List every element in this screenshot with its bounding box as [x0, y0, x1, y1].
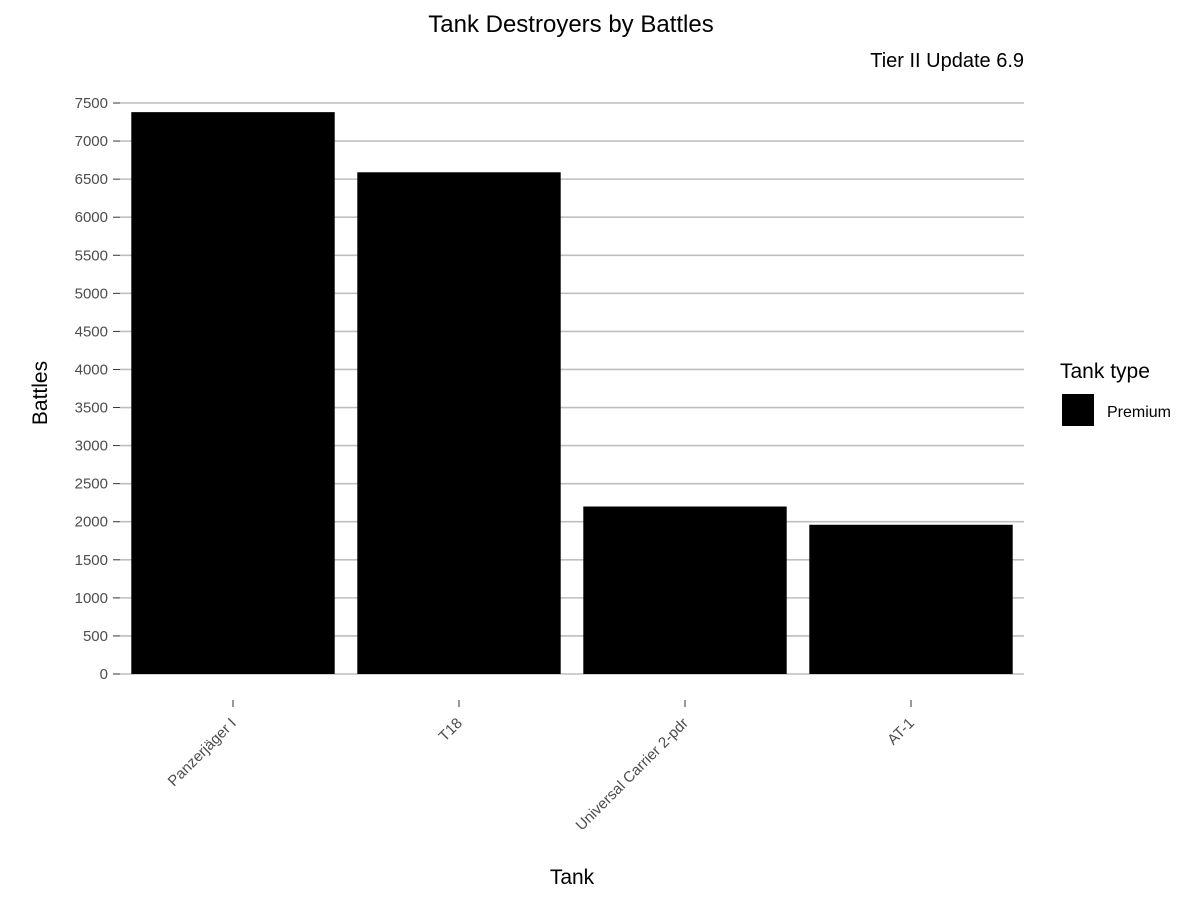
y-tick-label: 2500 — [75, 476, 108, 493]
y-tick-label: 3500 — [75, 400, 108, 417]
y-tick-label: 6000 — [75, 209, 108, 226]
x-tick-label: AT-1 — [884, 715, 918, 749]
y-axis: 0 500 1000 1500 2000 2500 3000 3500 4000 4500 5000… — [75, 95, 120, 683]
y-tick-label: 1000 — [75, 590, 108, 607]
y-tick-label: 4000 — [75, 361, 108, 378]
y-tick-label: 7000 — [75, 133, 108, 150]
chart-title: Tank Destroyers by Battles — [428, 11, 713, 38]
x-axis-title: Tank — [550, 866, 595, 889]
y-tick-label: 6500 — [75, 171, 108, 188]
chart-subtitle: Tier II Update 6.9 — [870, 50, 1024, 72]
y-tick-label: 1500 — [75, 552, 108, 569]
y-tick-label: 5500 — [75, 247, 108, 264]
bar — [809, 524, 1013, 674]
y-tick-label: 500 — [83, 628, 108, 645]
bar — [583, 506, 787, 674]
x-tick-label: Universal Carrier 2-pdr — [573, 715, 692, 834]
y-tick-label: 3000 — [75, 438, 108, 455]
legend-title: Tank type — [1060, 360, 1150, 383]
bars — [131, 112, 1013, 675]
x-tick-label: Panzerjäger I — [165, 715, 240, 790]
y-tick-label: 4500 — [75, 323, 108, 340]
legend: Tank type Premium — [1060, 360, 1171, 426]
y-tick-label: 0 — [100, 666, 108, 683]
y-tick-label: 2000 — [75, 514, 108, 531]
x-tick-label: T18 — [436, 715, 466, 745]
x-axis: Panzerjäger I T18 Universal Carrier 2-pdr A… — [165, 700, 918, 834]
bar — [131, 112, 335, 675]
y-tick-label: 5000 — [75, 285, 108, 302]
y-axis-title: Battles — [29, 361, 52, 425]
legend-swatch-premium — [1062, 394, 1094, 426]
legend-label-premium: Premium — [1107, 404, 1171, 421]
y-tick-label: 7500 — [75, 95, 108, 112]
bar — [357, 172, 561, 675]
